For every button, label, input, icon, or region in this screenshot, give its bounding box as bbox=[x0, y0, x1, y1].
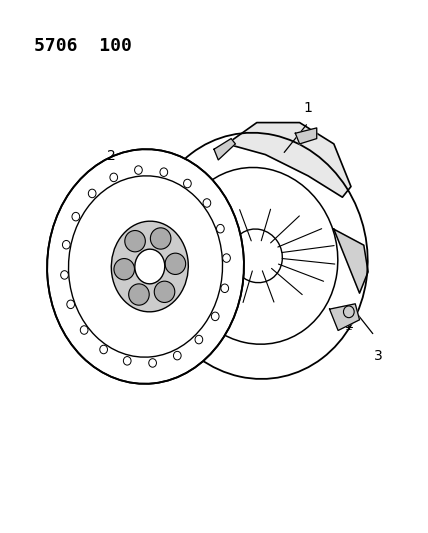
Ellipse shape bbox=[203, 199, 211, 207]
Ellipse shape bbox=[110, 173, 118, 182]
Ellipse shape bbox=[211, 312, 219, 321]
Polygon shape bbox=[227, 123, 351, 197]
Ellipse shape bbox=[223, 254, 230, 262]
Ellipse shape bbox=[114, 259, 134, 280]
Ellipse shape bbox=[195, 335, 203, 344]
Ellipse shape bbox=[165, 253, 186, 274]
Polygon shape bbox=[330, 304, 360, 330]
Polygon shape bbox=[334, 229, 368, 293]
Ellipse shape bbox=[184, 179, 191, 188]
Ellipse shape bbox=[173, 351, 181, 360]
Ellipse shape bbox=[134, 166, 142, 174]
Ellipse shape bbox=[62, 240, 70, 249]
Ellipse shape bbox=[72, 212, 80, 221]
Ellipse shape bbox=[100, 345, 107, 354]
Polygon shape bbox=[295, 128, 317, 144]
Ellipse shape bbox=[47, 149, 244, 384]
Ellipse shape bbox=[150, 228, 171, 249]
Ellipse shape bbox=[343, 306, 354, 318]
Ellipse shape bbox=[154, 281, 175, 303]
Ellipse shape bbox=[67, 300, 74, 309]
Text: 5706  100: 5706 100 bbox=[34, 37, 132, 55]
Ellipse shape bbox=[217, 224, 224, 233]
Text: 1: 1 bbox=[304, 101, 312, 115]
Polygon shape bbox=[154, 309, 197, 357]
Ellipse shape bbox=[221, 284, 229, 293]
Ellipse shape bbox=[125, 230, 146, 252]
Ellipse shape bbox=[123, 357, 131, 365]
Polygon shape bbox=[214, 139, 235, 160]
Ellipse shape bbox=[149, 359, 157, 367]
Ellipse shape bbox=[88, 189, 96, 198]
Text: 3: 3 bbox=[374, 349, 383, 363]
Ellipse shape bbox=[160, 168, 168, 176]
Text: 2: 2 bbox=[107, 149, 116, 163]
Ellipse shape bbox=[129, 284, 149, 305]
Ellipse shape bbox=[61, 271, 68, 279]
Ellipse shape bbox=[135, 249, 165, 284]
Ellipse shape bbox=[111, 221, 188, 312]
Ellipse shape bbox=[80, 326, 88, 334]
Polygon shape bbox=[160, 171, 180, 213]
